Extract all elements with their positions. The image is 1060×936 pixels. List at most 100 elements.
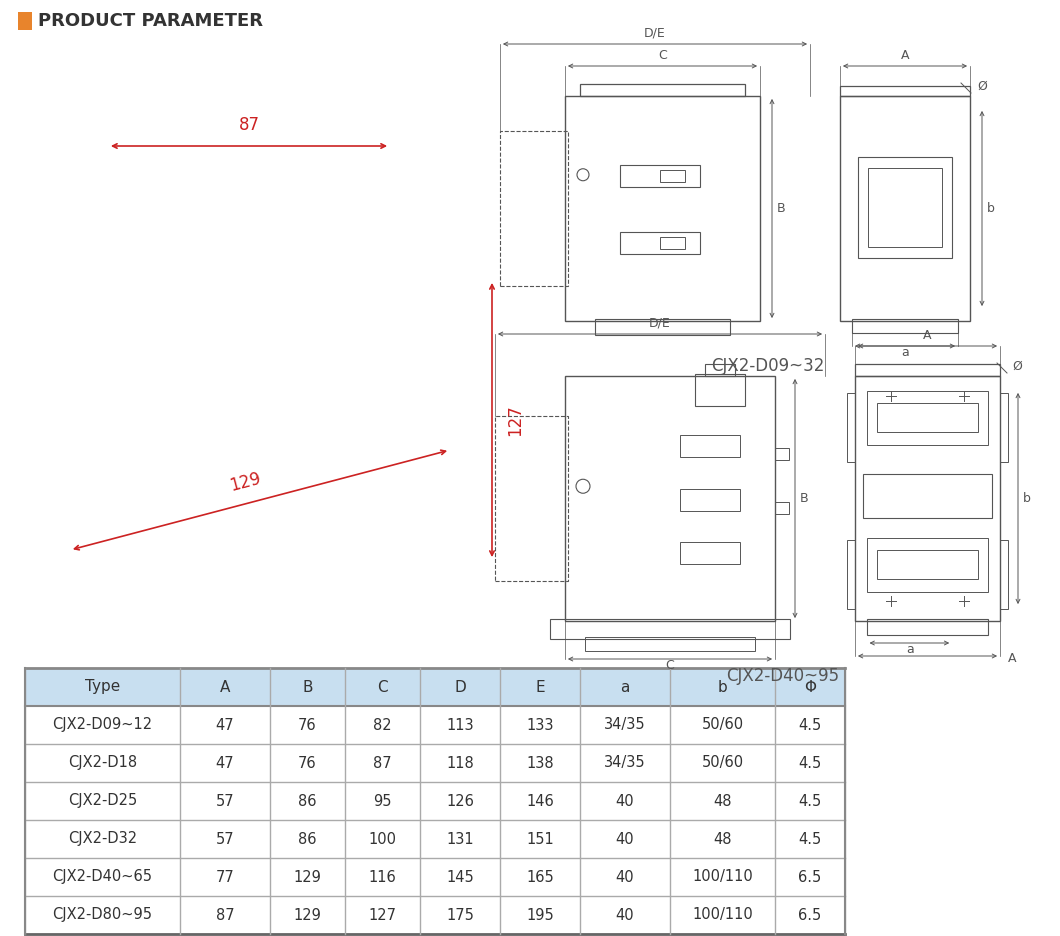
Text: 57: 57 (215, 794, 234, 809)
Text: 126: 126 (446, 794, 474, 809)
Bar (775, 448, 789, 461)
Text: A: A (1008, 651, 1017, 665)
Bar (25, 782, 845, 820)
Text: 87: 87 (373, 755, 392, 770)
Text: 4.5: 4.5 (798, 718, 822, 733)
Text: CJX2-D80~95: CJX2-D80~95 (53, 908, 153, 923)
Bar (867, 537, 988, 592)
Text: CJX2-D09~32: CJX2-D09~32 (711, 357, 825, 375)
Bar (1000, 540, 1008, 608)
Bar (705, 364, 735, 376)
Text: B: B (777, 202, 785, 215)
Text: A: A (901, 49, 909, 62)
Text: a: a (620, 680, 630, 695)
Bar (18, 12, 32, 30)
Text: 133: 133 (526, 718, 553, 733)
Text: D/E: D/E (649, 317, 671, 330)
Text: Φ: Φ (803, 680, 816, 695)
Bar (840, 96, 970, 321)
Text: B: B (800, 492, 809, 505)
Bar (855, 376, 1000, 621)
Text: 82: 82 (373, 718, 392, 733)
Text: 118: 118 (446, 755, 474, 770)
Bar (565, 96, 760, 321)
Bar (620, 165, 700, 187)
Text: 76: 76 (298, 718, 317, 733)
Text: 4.5: 4.5 (798, 755, 822, 770)
Text: 34/35: 34/35 (604, 718, 646, 733)
Text: 127: 127 (506, 404, 524, 436)
Text: 6.5: 6.5 (798, 870, 822, 885)
Text: 113: 113 (446, 718, 474, 733)
Text: D: D (454, 680, 466, 695)
Bar (681, 489, 740, 510)
Text: 48: 48 (713, 831, 731, 846)
Text: B: B (302, 680, 313, 695)
Text: 86: 86 (298, 831, 317, 846)
Bar (863, 474, 992, 519)
Text: a: a (901, 346, 908, 359)
Text: A: A (923, 329, 932, 342)
Bar (868, 168, 942, 247)
Text: 145: 145 (446, 870, 474, 885)
Text: 129: 129 (294, 870, 321, 885)
Text: 77: 77 (215, 870, 234, 885)
Text: 95: 95 (373, 794, 392, 809)
Text: b: b (987, 202, 995, 215)
Bar (25, 668, 845, 706)
Bar (775, 503, 789, 514)
Bar (25, 858, 845, 896)
Text: E: E (535, 680, 545, 695)
Bar (25, 744, 845, 782)
Text: 50/60: 50/60 (702, 718, 743, 733)
Text: 34/35: 34/35 (604, 755, 646, 770)
Text: CJX2-D40~95: CJX2-D40~95 (726, 667, 840, 685)
Bar (681, 434, 740, 457)
Text: CJX2-D40~65: CJX2-D40~65 (53, 870, 153, 885)
Bar (25, 706, 845, 744)
Text: C: C (377, 680, 388, 695)
Bar (25, 896, 845, 934)
Text: 40: 40 (616, 908, 634, 923)
Bar (681, 542, 740, 564)
Bar (877, 403, 978, 432)
Text: 50/60: 50/60 (702, 755, 743, 770)
Bar (550, 619, 790, 639)
Bar (867, 619, 988, 635)
Bar (620, 232, 700, 255)
Text: CJX2-D32: CJX2-D32 (68, 831, 137, 846)
Text: b: b (1023, 492, 1031, 505)
Text: Ø: Ø (977, 80, 987, 93)
Bar (585, 637, 755, 651)
Bar (495, 416, 568, 581)
Text: 138: 138 (526, 755, 553, 770)
Text: 40: 40 (616, 870, 634, 885)
Text: 100/110: 100/110 (692, 908, 753, 923)
Text: 87: 87 (215, 908, 234, 923)
Text: 47: 47 (215, 755, 234, 770)
Bar (500, 131, 568, 286)
Bar (840, 86, 970, 96)
Text: CJX2-D25: CJX2-D25 (68, 794, 137, 809)
Bar (867, 390, 988, 445)
Text: 40: 40 (616, 831, 634, 846)
Text: 47: 47 (215, 718, 234, 733)
Text: 100/110: 100/110 (692, 870, 753, 885)
Text: CJX2-D09~12: CJX2-D09~12 (52, 718, 153, 733)
Text: 127: 127 (369, 908, 396, 923)
Text: 100: 100 (369, 831, 396, 846)
Text: 87: 87 (238, 116, 260, 134)
Bar (580, 84, 745, 96)
Text: a: a (906, 643, 914, 656)
Text: 40: 40 (616, 794, 634, 809)
Text: 151: 151 (526, 831, 554, 846)
Text: A: A (219, 680, 230, 695)
Bar (565, 376, 775, 621)
Text: Ø: Ø (1012, 359, 1022, 373)
Text: 6.5: 6.5 (798, 908, 822, 923)
Bar (660, 169, 685, 182)
Bar (855, 364, 1000, 376)
Text: 131: 131 (446, 831, 474, 846)
Bar (858, 156, 952, 258)
Text: 76: 76 (298, 755, 317, 770)
